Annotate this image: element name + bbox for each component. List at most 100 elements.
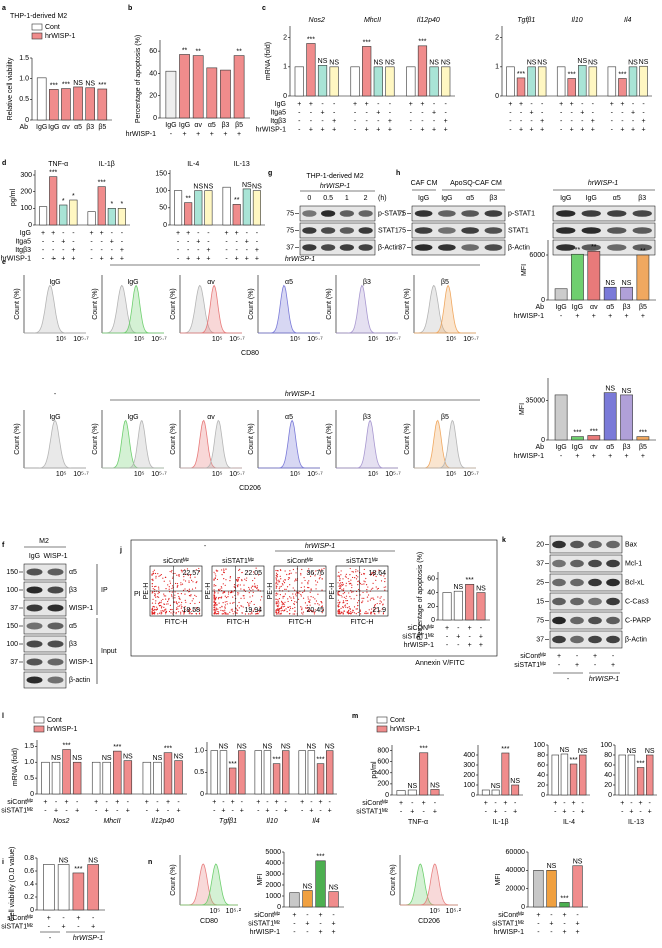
dot [284,579,286,581]
dot [373,611,375,613]
legend-label: Cont [390,717,405,724]
row-mark: + [570,101,574,108]
significance: NS [605,280,615,287]
row-mark: + [592,453,596,460]
dot [219,596,221,599]
row-mark: - [612,653,615,660]
row-mark: + [540,118,544,125]
row-mark: + [309,126,313,133]
bar [49,176,58,226]
bar [174,760,183,795]
band-label: β3 [69,587,77,594]
row-label: siSTAT1ᴹ² [356,808,388,815]
row-mark: - [333,109,336,116]
row-mark: - [236,238,239,245]
dot [367,612,369,614]
row-mark: - [207,238,210,245]
dot [359,583,361,585]
bar [419,752,429,796]
dot [282,606,284,608]
axis-label: PE-H [205,583,212,600]
row-mark: - [62,915,65,922]
dot [165,588,167,590]
dot [237,594,239,596]
dot [345,585,347,587]
dot [276,604,278,607]
row-mark: - [257,807,260,814]
dot [320,570,322,572]
dot [374,573,376,575]
dot [309,609,312,611]
significance: * [62,198,65,205]
dot [281,602,283,604]
x-tick-label: 10⁵ [446,471,457,478]
row-mark: - [494,800,497,807]
histogram-peak [24,284,86,334]
dot [198,609,201,611]
bar [417,45,428,97]
dot [345,597,347,600]
row-mark: - [177,799,180,806]
dot [252,571,255,573]
dot [338,590,341,593]
dot [342,612,344,614]
row-mark: - [468,633,471,640]
significance: NS [645,748,655,755]
blot-band [552,597,566,606]
bar [628,66,638,97]
dot [281,609,283,611]
dot [213,604,215,606]
bar [533,870,544,908]
dot [241,605,243,607]
dot [250,600,253,603]
dot [357,580,359,583]
blot-band [26,658,43,666]
blot-band [47,622,64,630]
row-mark: - [550,929,553,936]
dot [213,591,215,593]
dot [339,613,341,615]
group-label: MhcII [364,17,381,24]
dot [155,596,157,598]
mw-label: 20 [536,541,544,548]
bar [113,750,122,795]
y-tick-label: 0 [541,792,545,799]
dot [180,593,183,595]
dot [155,575,157,578]
dot [292,593,294,595]
dot [378,569,380,571]
blot-strip [411,239,506,256]
blot-band [26,640,43,648]
dot [152,571,154,573]
dot [278,579,280,581]
dot [233,584,236,586]
dot [276,576,278,578]
dot [340,586,342,588]
significance: *** [50,82,58,89]
row-mark: + [445,625,449,632]
bar [578,65,587,97]
dot [185,601,187,603]
dot [216,604,218,606]
dot [214,610,216,612]
row-mark: - [285,799,288,806]
row-mark: - [42,255,45,262]
row-mark: + [235,255,239,262]
row-mark: - [457,625,460,632]
row-mark: - [421,109,424,116]
dot [151,574,153,576]
y-axis-label: Count (%) [326,423,333,455]
dot [347,611,349,613]
dot [309,601,311,604]
y-tick-label: 0 [28,222,32,229]
dot [298,592,300,594]
dot [165,610,168,613]
row-mark: + [444,118,448,125]
panel-letter: c [262,5,266,12]
dot [227,593,230,595]
dot [289,570,291,572]
dot [292,613,294,615]
dot [368,609,370,611]
dot [300,593,302,596]
